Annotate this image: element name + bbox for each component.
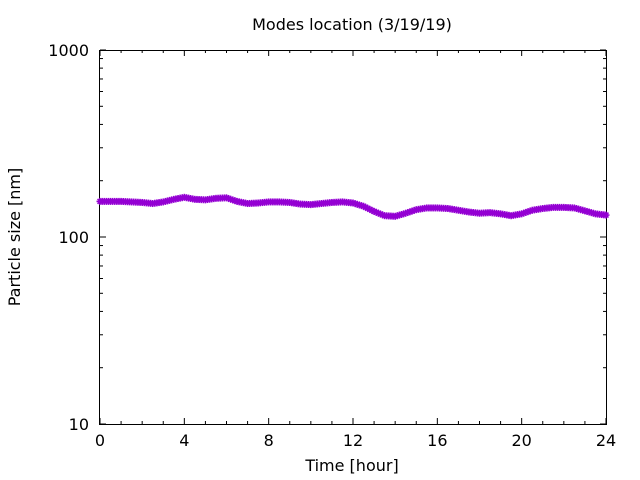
x-tick-label: 24 bbox=[596, 431, 616, 450]
axis-ticks bbox=[99, 49, 607, 425]
data-point bbox=[602, 211, 610, 219]
x-tick-label: 4 bbox=[179, 431, 189, 450]
y-tick-label: 10 bbox=[69, 415, 89, 434]
x-axis-label: Time [hour] bbox=[304, 456, 398, 475]
y-axis-label: Particle size [nm] bbox=[5, 168, 24, 307]
y-tick-label: 1000 bbox=[48, 41, 89, 60]
x-tick-label: 8 bbox=[264, 431, 274, 450]
x-tick-labels: 0 4 8 12 16 20 24 bbox=[95, 431, 616, 450]
y-tick-label: 100 bbox=[58, 228, 89, 247]
chart-title: Modes location (3/19/19) bbox=[252, 15, 452, 34]
x-tick-label: 0 bbox=[95, 431, 105, 450]
x-tick-label: 12 bbox=[343, 431, 363, 450]
x-tick-label: 16 bbox=[427, 431, 447, 450]
x-tick-label: 20 bbox=[511, 431, 531, 450]
y-tick-labels: 10 100 1000 bbox=[48, 41, 89, 434]
series-points bbox=[96, 193, 610, 220]
plot-frame bbox=[99, 50, 607, 425]
